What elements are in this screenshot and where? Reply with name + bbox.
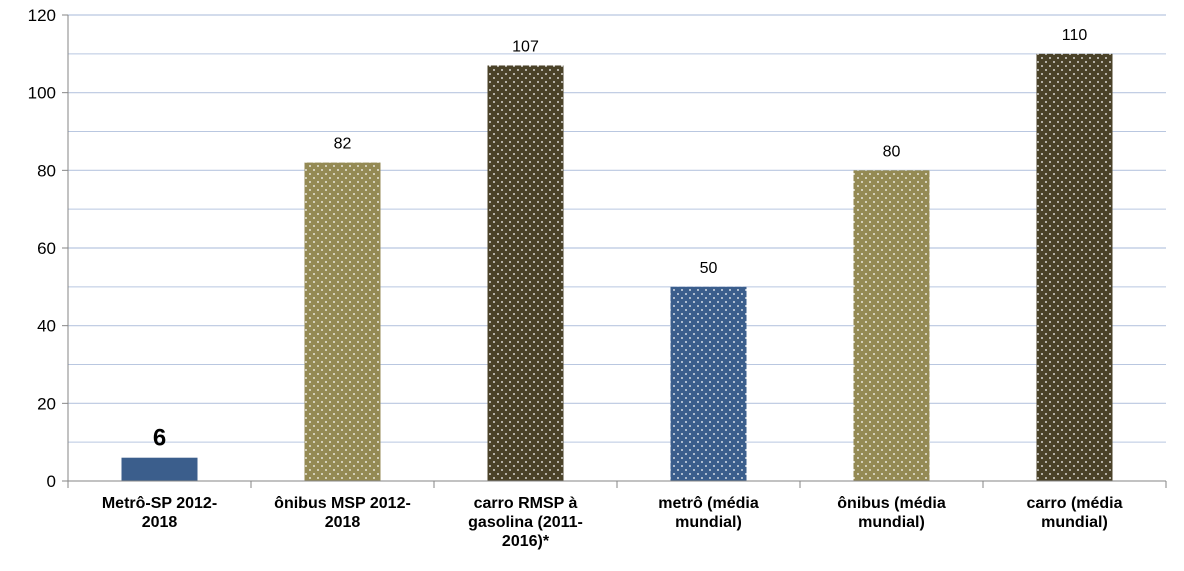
x-tick-label-line: gasolina (2011- xyxy=(468,514,583,531)
data-label: 6 xyxy=(153,425,166,452)
y-tick-label: 20 xyxy=(37,394,56,413)
data-label: 50 xyxy=(700,260,718,277)
x-tick-label-line: mundial) xyxy=(1041,514,1108,531)
bar xyxy=(304,162,381,482)
x-tick-label: Metrô-SP 2012- 2018 xyxy=(67,494,253,532)
x-tick-label-line: carro (média xyxy=(1026,495,1123,512)
x-tick-label-line: metrô (média xyxy=(658,495,759,512)
y-tick-label: 120 xyxy=(28,6,56,25)
bar xyxy=(1036,53,1113,481)
x-tick-label-line: 2018 xyxy=(141,514,178,531)
bar xyxy=(670,286,747,481)
x-tick-label: metrô (média mundial) xyxy=(616,494,802,532)
x-tick-label-line: mundial) xyxy=(858,514,925,531)
y-tick-label: 80 xyxy=(37,161,56,180)
bar xyxy=(487,65,564,481)
y-tick-label: 100 xyxy=(28,84,56,103)
x-tick-label-line: ônibus (média xyxy=(837,495,946,512)
x-tick-label: carro (média mundial) xyxy=(982,494,1168,532)
data-label: 110 xyxy=(1062,27,1088,44)
x-tick-label-line: 2018 xyxy=(324,514,361,531)
bar xyxy=(853,170,930,482)
x-tick-label-line: 2016)* xyxy=(501,533,550,550)
x-tick-label-line: Metrô-SP 2012- xyxy=(101,495,218,512)
x-tick-label-line: mundial) xyxy=(675,514,742,531)
x-tick-label-line: ônibus MSP 2012- xyxy=(274,495,411,512)
x-tick-label: ônibus MSP 2012- 2018 xyxy=(250,494,436,532)
x-tick-label: ônibus (média mundial) xyxy=(799,494,985,532)
y-tick-label: 60 xyxy=(37,239,56,258)
bar xyxy=(121,457,198,481)
data-labels: 6 82 107 50 80 110 xyxy=(153,27,1088,452)
x-tick-label-line: carro RMSP à xyxy=(473,495,578,512)
bars xyxy=(121,53,1113,482)
gridlines xyxy=(68,14,1166,443)
data-label: 80 xyxy=(883,143,901,160)
data-label: 107 xyxy=(512,38,539,55)
data-label: 82 xyxy=(334,136,352,153)
y-tick-label: 40 xyxy=(37,317,56,336)
y-tick-label: 0 xyxy=(47,472,56,491)
y-axis: 0 20 40 60 80 100 120 xyxy=(28,6,69,491)
x-axis xyxy=(67,480,1167,488)
x-tick-label: carro RMSP à gasolina (2011- 2016)* xyxy=(433,494,619,551)
